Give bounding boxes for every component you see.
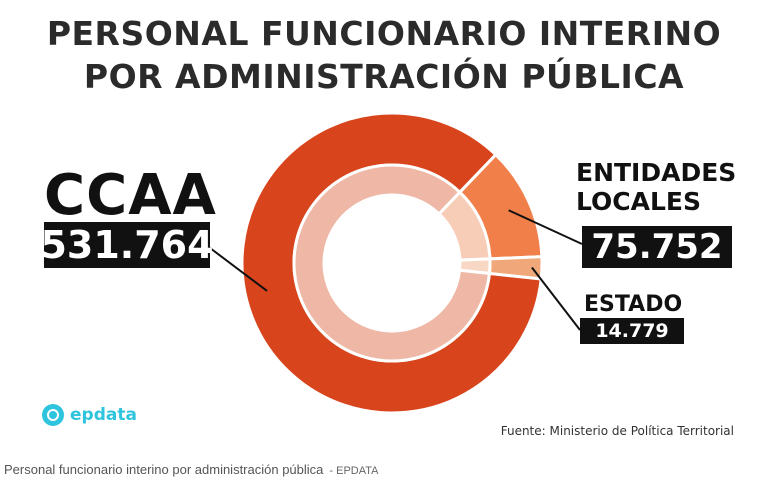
estado-value-badge: 14.779 [580, 318, 684, 344]
chart-title-line-1: PERSONAL FUNCIONARIO INTERINO [46, 14, 722, 53]
entidades-locales-label: ENTIDADES LOCALES [576, 158, 736, 216]
chart-title-line-2: POR ADMINISTRACIÓN PÚBLICA [83, 57, 685, 96]
donut-chart [209, 111, 583, 415]
chart-card: PERSONAL FUNCIONARIO INTERINO POR ADMINI… [40, 14, 737, 438]
leader-line-ccaa [209, 247, 268, 292]
image-caption: Personal funcionario interino por admini… [4, 462, 379, 477]
entidades-locales-label-line-2: LOCALES [576, 187, 701, 216]
epdata-logo-icon [42, 404, 64, 426]
epdata-logo-text: epdata [70, 405, 137, 425]
entidades-locales-value-badge: 75.752 [582, 226, 732, 268]
estado-label: ESTADO [584, 292, 683, 317]
donut-inner-ring-ccaa [292, 163, 492, 363]
source-note: Fuente: Ministerio de Política Territori… [500, 424, 734, 438]
ccaa-label: CCAA [44, 163, 217, 228]
entidades-locales-label-line-1: ENTIDADES [576, 158, 737, 187]
caption-source: - EPDATA [329, 465, 379, 477]
epdata-logo[interactable]: epdata [42, 404, 137, 426]
caption-text: Personal funcionario interino por admini… [4, 462, 324, 477]
leader-line-entidades-locales [508, 209, 583, 245]
leader-line-estado [531, 266, 581, 331]
ccaa-value-badge: 531.764 [40, 222, 214, 268]
